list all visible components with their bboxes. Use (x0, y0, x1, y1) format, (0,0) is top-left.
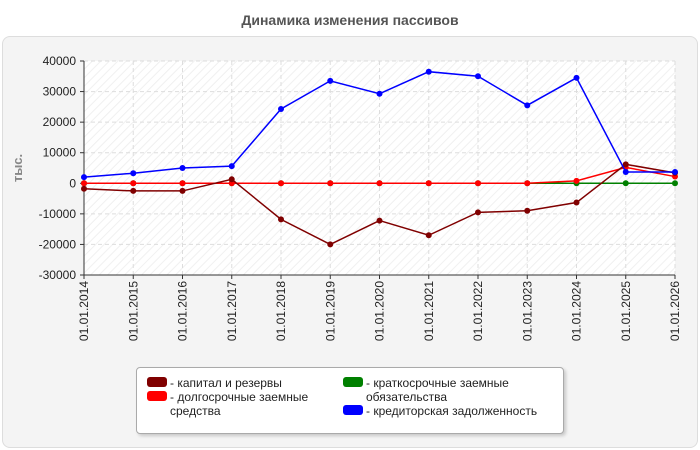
data-point-payables[interactable] (327, 77, 334, 84)
data-point-long-term[interactable] (376, 180, 383, 187)
axes (80, 60, 676, 279)
data-point-capital[interactable] (130, 187, 137, 194)
data-point-payables[interactable] (179, 165, 186, 171)
x-tick-label: 01.01.2025 (619, 281, 633, 341)
x-tick-label: 01.01.2026 (668, 281, 682, 341)
data-point-long-term[interactable] (475, 180, 481, 187)
x-tick-label: 01.01.2024 (570, 281, 584, 341)
x-tick-label: 01.01.2017 (225, 281, 239, 341)
data-point-long-term[interactable] (278, 180, 284, 187)
data-point-payables[interactable] (81, 174, 87, 181)
x-tick-label: 01.01.2018 (274, 281, 288, 341)
series-capital (81, 161, 678, 248)
data-point-capital[interactable] (573, 199, 580, 206)
data-point-capital[interactable] (179, 187, 186, 194)
x-tick-labels: 01.01.2014 01.01.2015 01.01.2016 01.01.2017… (77, 281, 682, 341)
x-tick-label: 01.01.2023 (520, 281, 534, 341)
data-point-capital[interactable] (376, 217, 383, 224)
legend: - капитал и резервы - долгосрочные заемн… (136, 367, 564, 434)
x-tick-label: 01.01.2016 (176, 281, 190, 341)
y-tick-label: -20000 (39, 237, 77, 251)
series-payables (81, 68, 678, 181)
data-point-payables[interactable] (425, 68, 432, 75)
legend-label-capital: - капитал и резервы (170, 376, 282, 390)
x-tick-label: 01.01.2019 (323, 281, 337, 341)
data-point-long-term[interactable] (573, 177, 580, 184)
data-point-capital[interactable] (622, 161, 629, 168)
data-point-payables[interactable] (672, 168, 678, 175)
data-point-payables[interactable] (376, 90, 383, 97)
data-point-capital[interactable] (425, 232, 432, 239)
data-point-capital[interactable] (475, 209, 481, 216)
series-group (81, 68, 678, 248)
y-tick-label: 40000 (43, 54, 77, 68)
y-tick-label: -30000 (39, 268, 77, 282)
y-axis-label: тыс. (10, 154, 25, 182)
y-tick-label: 0 (69, 176, 76, 190)
data-point-long-term[interactable] (425, 180, 432, 187)
data-point-capital[interactable] (327, 241, 334, 248)
chart-title: Динамика изменения пассивов (241, 12, 459, 28)
data-point-long-term[interactable] (130, 180, 137, 187)
data-point-payables[interactable] (622, 168, 629, 175)
data-point-capital[interactable] (228, 176, 235, 183)
y-tick-label: 30000 (43, 85, 77, 99)
x-tick-label: 01.01.2020 (373, 281, 387, 341)
y-tick-labels: 40000 30000 20000 10000 0 -10000 -20000 -30000 (39, 54, 77, 282)
x-tick-label: 01.01.2015 (126, 281, 140, 341)
data-point-payables[interactable] (475, 73, 481, 80)
data-point-payables[interactable] (130, 170, 137, 177)
y-tick-label: -10000 (39, 207, 77, 221)
data-point-capital[interactable] (524, 207, 531, 214)
data-point-payables[interactable] (228, 163, 235, 170)
legend-label-payables: - кредиторская задолженность (366, 404, 538, 418)
x-tick-label: 01.01.2014 (77, 281, 91, 341)
y-tick-label: 10000 (43, 146, 77, 160)
x-tick-label: 01.01.2022 (471, 281, 485, 341)
data-point-long-term[interactable] (81, 180, 87, 187)
y-tick-label: 20000 (43, 115, 77, 129)
data-point-payables[interactable] (278, 105, 284, 112)
data-point-short-term[interactable] (672, 180, 678, 187)
data-point-capital[interactable] (81, 185, 87, 192)
data-point-payables[interactable] (573, 74, 580, 81)
data-point-long-term[interactable] (327, 180, 334, 187)
legend-label-long-term: - долгосрочные заемные средства (170, 390, 309, 418)
x-tick-label: 01.01.2021 (422, 281, 436, 341)
data-point-capital[interactable] (278, 216, 284, 223)
legend-swatch-short-term (343, 377, 363, 387)
legend-label-short-term: - краткосрочные заемные обязательства (366, 376, 509, 404)
legend-swatch-payables (343, 405, 363, 415)
data-point-long-term[interactable] (524, 180, 531, 187)
data-point-short-term[interactable] (622, 180, 629, 187)
legend-swatch-long-term (147, 391, 167, 401)
legend-swatch-capital (147, 377, 167, 387)
data-point-long-term[interactable] (179, 180, 186, 187)
data-point-payables[interactable] (524, 102, 531, 109)
